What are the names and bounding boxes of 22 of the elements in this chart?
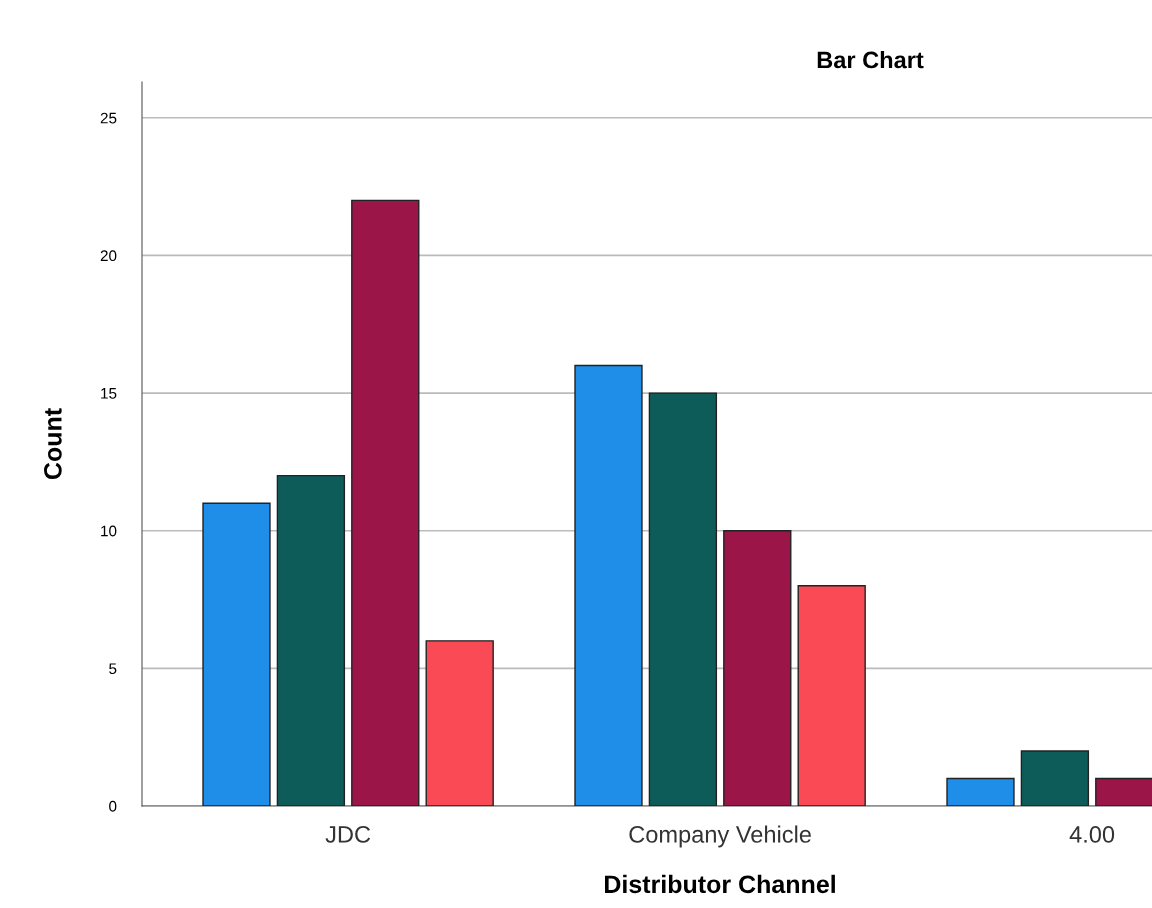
bar bbox=[723, 530, 792, 806]
bar bbox=[202, 502, 271, 806]
chart-title: Bar Chart bbox=[817, 51, 924, 69]
bar bbox=[1020, 750, 1090, 806]
y-tick-label: 25 bbox=[100, 112, 117, 124]
bar bbox=[648, 392, 718, 806]
bar bbox=[351, 199, 420, 806]
y-tick-label: 5 bbox=[109, 663, 117, 675]
bar bbox=[797, 585, 866, 806]
bar bbox=[574, 364, 643, 806]
bar bbox=[425, 640, 494, 806]
x-axis-title: Distributor Channel bbox=[605, 874, 835, 894]
y-tick-label: 0 bbox=[109, 800, 117, 812]
x-tick-label: JDC bbox=[325, 826, 371, 843]
x-tick-label: 4.00 bbox=[1069, 826, 1115, 843]
bar bbox=[946, 777, 1015, 806]
y-tick-label: 10 bbox=[101, 525, 117, 537]
y-tick-label: 15 bbox=[101, 388, 117, 399]
x-tick-label: Company Vehicle bbox=[629, 825, 811, 848]
y-tick-label: 20 bbox=[100, 250, 117, 262]
bar bbox=[276, 474, 346, 806]
y-axis-title: Count bbox=[44, 408, 62, 480]
